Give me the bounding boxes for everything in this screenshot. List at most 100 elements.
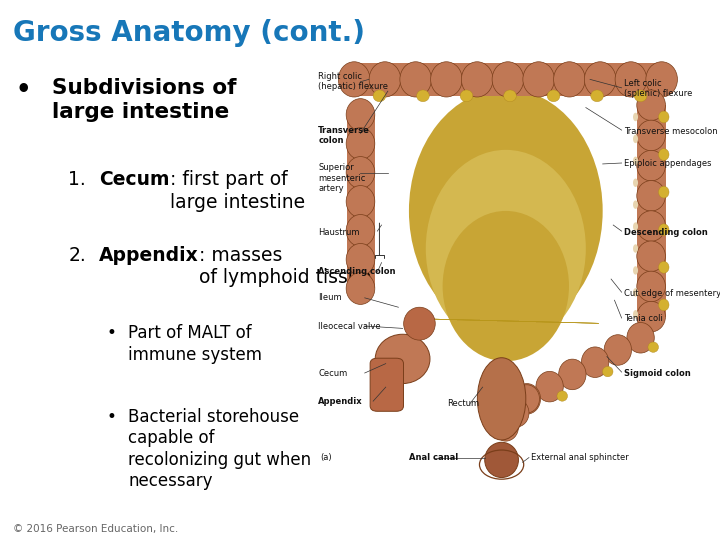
Ellipse shape xyxy=(404,307,436,340)
Ellipse shape xyxy=(633,157,638,165)
Ellipse shape xyxy=(485,442,518,477)
Text: External anal sphincter: External anal sphincter xyxy=(531,453,629,462)
Ellipse shape xyxy=(346,99,375,131)
Ellipse shape xyxy=(346,127,375,159)
Ellipse shape xyxy=(636,150,665,181)
Ellipse shape xyxy=(603,367,613,377)
Text: Haustrum: Haustrum xyxy=(318,227,360,237)
Ellipse shape xyxy=(493,413,518,441)
Ellipse shape xyxy=(338,62,370,97)
Ellipse shape xyxy=(346,214,375,246)
Ellipse shape xyxy=(636,180,665,211)
Ellipse shape xyxy=(477,357,526,440)
Ellipse shape xyxy=(659,111,669,123)
Ellipse shape xyxy=(615,62,647,97)
Ellipse shape xyxy=(523,62,554,97)
Ellipse shape xyxy=(659,224,669,235)
Ellipse shape xyxy=(346,273,375,305)
Text: Appendix: Appendix xyxy=(318,397,363,406)
Ellipse shape xyxy=(400,62,431,97)
Ellipse shape xyxy=(636,211,665,241)
Text: Superior
mesenteric
artery: Superior mesenteric artery xyxy=(318,163,366,193)
Ellipse shape xyxy=(633,134,638,143)
Text: Appendix: Appendix xyxy=(99,246,199,265)
Ellipse shape xyxy=(554,62,585,97)
Ellipse shape xyxy=(636,120,665,151)
Ellipse shape xyxy=(636,271,665,302)
Ellipse shape xyxy=(633,288,638,296)
Ellipse shape xyxy=(504,399,529,427)
Text: •: • xyxy=(107,408,117,426)
Ellipse shape xyxy=(659,261,669,273)
Ellipse shape xyxy=(547,90,560,102)
Ellipse shape xyxy=(633,266,638,275)
Ellipse shape xyxy=(590,90,603,102)
Text: Anal canal: Anal canal xyxy=(409,453,458,462)
Ellipse shape xyxy=(646,62,678,97)
Ellipse shape xyxy=(636,90,665,120)
Text: •: • xyxy=(16,78,32,102)
Ellipse shape xyxy=(648,342,659,352)
Ellipse shape xyxy=(373,90,386,102)
Ellipse shape xyxy=(636,301,665,332)
Text: 2.: 2. xyxy=(68,246,86,265)
Text: : masses
of lymphoid tissue: : masses of lymphoid tissue xyxy=(199,246,372,287)
Ellipse shape xyxy=(513,383,541,414)
Ellipse shape xyxy=(346,157,375,188)
Text: Ascending colon: Ascending colon xyxy=(318,267,396,276)
Ellipse shape xyxy=(536,372,563,402)
Text: : first part of
large intestine: : first part of large intestine xyxy=(170,170,305,212)
Ellipse shape xyxy=(659,186,669,198)
Text: Cecum: Cecum xyxy=(318,368,348,377)
Ellipse shape xyxy=(633,200,638,209)
Ellipse shape xyxy=(585,62,616,97)
Text: Sigmoid colon: Sigmoid colon xyxy=(624,368,690,377)
Text: Subdivisions of
large intestine: Subdivisions of large intestine xyxy=(52,78,236,122)
Text: Descending colon: Descending colon xyxy=(624,227,708,237)
Ellipse shape xyxy=(504,90,516,102)
Text: Rectum: Rectum xyxy=(447,399,479,408)
Text: © 2016 Pearson Education, Inc.: © 2016 Pearson Education, Inc. xyxy=(13,523,179,534)
Ellipse shape xyxy=(514,384,539,413)
Ellipse shape xyxy=(346,186,375,218)
Text: Gross Anatomy (cont.): Gross Anatomy (cont.) xyxy=(13,19,365,47)
Text: Cecum: Cecum xyxy=(99,170,170,189)
Bar xyxy=(354,63,662,96)
Ellipse shape xyxy=(375,334,430,383)
Text: Tenia coli: Tenia coli xyxy=(624,314,662,323)
Ellipse shape xyxy=(417,90,429,102)
Ellipse shape xyxy=(409,89,603,333)
Text: Ileocecal valve: Ileocecal valve xyxy=(318,321,381,330)
Text: Ileum: Ileum xyxy=(318,293,342,302)
Ellipse shape xyxy=(633,179,638,187)
Bar xyxy=(346,114,375,288)
Ellipse shape xyxy=(604,335,631,365)
Text: Transverse mesocolon: Transverse mesocolon xyxy=(624,126,717,136)
Ellipse shape xyxy=(659,148,669,160)
Ellipse shape xyxy=(633,310,638,319)
Ellipse shape xyxy=(582,347,609,377)
Text: Right colic
(hepatic) flexure: Right colic (hepatic) flexure xyxy=(318,72,388,91)
Ellipse shape xyxy=(346,244,375,275)
Text: Epiploic appendages: Epiploic appendages xyxy=(624,159,711,168)
Ellipse shape xyxy=(634,90,647,102)
Text: Part of MALT of
immune system: Part of MALT of immune system xyxy=(128,324,262,363)
Ellipse shape xyxy=(559,359,586,390)
Ellipse shape xyxy=(443,211,569,361)
Ellipse shape xyxy=(462,62,493,97)
Ellipse shape xyxy=(627,322,654,353)
Text: Cut edge of mesentery: Cut edge of mesentery xyxy=(624,289,720,298)
Ellipse shape xyxy=(557,391,567,401)
Ellipse shape xyxy=(633,222,638,231)
Text: 1.: 1. xyxy=(68,170,86,189)
FancyBboxPatch shape xyxy=(370,358,403,411)
Text: Bacterial storehouse
capable of
recolonizing gut when
necessary: Bacterial storehouse capable of recoloni… xyxy=(128,408,311,490)
Text: Left colic
(splenic) flexure: Left colic (splenic) flexure xyxy=(624,79,692,98)
Bar xyxy=(637,105,666,316)
Ellipse shape xyxy=(659,299,669,310)
Text: (a): (a) xyxy=(320,453,332,462)
Ellipse shape xyxy=(636,241,665,272)
Ellipse shape xyxy=(369,62,401,97)
Ellipse shape xyxy=(633,113,638,121)
Ellipse shape xyxy=(426,150,586,347)
